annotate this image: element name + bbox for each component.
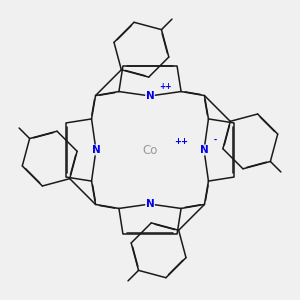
Text: Co: Co bbox=[142, 143, 158, 157]
Text: -: - bbox=[214, 136, 217, 145]
Text: ++: ++ bbox=[174, 137, 188, 146]
Text: ++: ++ bbox=[160, 82, 172, 91]
Text: N: N bbox=[146, 91, 154, 101]
Text: N: N bbox=[146, 199, 154, 209]
Text: N: N bbox=[200, 145, 208, 155]
Text: N: N bbox=[92, 145, 100, 155]
